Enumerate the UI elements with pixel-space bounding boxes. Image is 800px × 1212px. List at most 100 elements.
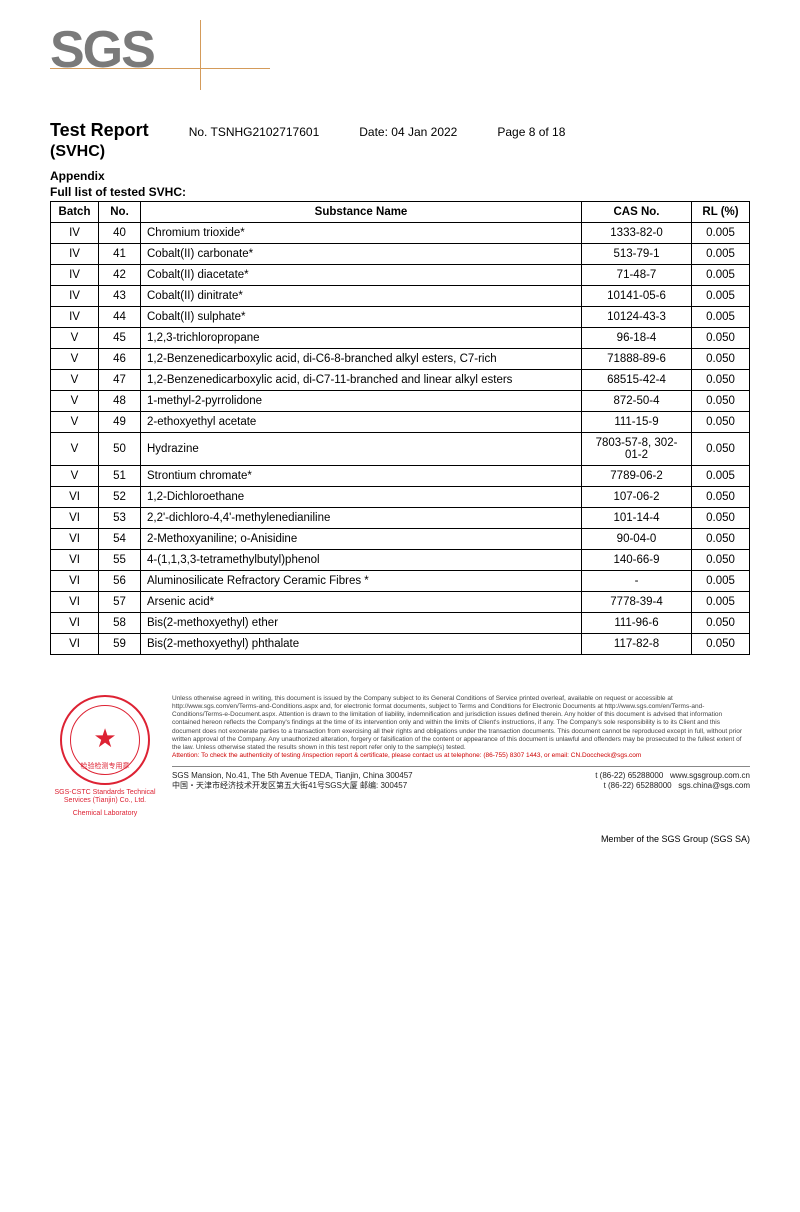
table-row: VI532,2'-dichloro-4,4'-methylenedianilin… xyxy=(51,508,750,529)
table-cell: 0.050 xyxy=(692,613,750,634)
table-cell: 1,2,3-trichloropropane xyxy=(141,328,582,349)
table-cell: 0.050 xyxy=(692,412,750,433)
table-cell: IV xyxy=(51,265,99,286)
table-row: IV40Chromium trioxide*1333-82-00.005 xyxy=(51,223,750,244)
appendix-label: Appendix xyxy=(50,169,750,183)
logo-text: SGS xyxy=(50,20,750,80)
table-cell: VI xyxy=(51,613,99,634)
table-cell: V xyxy=(51,328,99,349)
table-row: IV42Cobalt(II) diacetate*71-48-70.005 xyxy=(51,265,750,286)
table-cell: 44 xyxy=(99,307,141,328)
page-indicator: Page 8 of 18 xyxy=(497,125,565,139)
table-cell: IV xyxy=(51,223,99,244)
table-cell: 40 xyxy=(99,223,141,244)
table-cell: 68515-42-4 xyxy=(582,370,692,391)
table-cell: 0.050 xyxy=(692,508,750,529)
table-cell: 0.050 xyxy=(692,391,750,412)
table-cell: 1-methyl-2-pyrrolidone xyxy=(141,391,582,412)
table-cell: 872-50-4 xyxy=(582,391,692,412)
table-cell: VI xyxy=(51,592,99,613)
table-cell: 71888-89-6 xyxy=(582,349,692,370)
table-cell: 111-15-9 xyxy=(582,412,692,433)
address-cn: 中国・天津市经济技术开发区第五大街41号SGS大厦 邮编: 300457 xyxy=(172,781,413,791)
table-cell: 1,2-Benzenedicarboxylic acid, di-C6-8-br… xyxy=(141,349,582,370)
table-cell: 0.050 xyxy=(692,550,750,571)
col-no: No. xyxy=(99,202,141,223)
page-footer: ★ 检验检测专用章 SGS-CSTC Standards Technical S… xyxy=(0,695,800,828)
table-cell: 56 xyxy=(99,571,141,592)
table-cell: 0.005 xyxy=(692,244,750,265)
table-row: VI521,2-Dichloroethane107-06-20.050 xyxy=(51,487,750,508)
table-row: VI57Arsenic acid*7778-39-40.005 xyxy=(51,592,750,613)
table-cell: 43 xyxy=(99,286,141,307)
table-cell: VI xyxy=(51,529,99,550)
table-cell: 10124-43-3 xyxy=(582,307,692,328)
company-stamp: ★ 检验检测专用章 SGS-CSTC Standards Technical S… xyxy=(50,695,160,818)
table-cell: VI xyxy=(51,550,99,571)
table-cell: VI xyxy=(51,571,99,592)
table-cell: 2,2'-dichloro-4,4'-methylenedianiline xyxy=(141,508,582,529)
table-cell: Cobalt(II) diacetate* xyxy=(141,265,582,286)
table-cell: 0.005 xyxy=(692,307,750,328)
table-cell: 101-14-4 xyxy=(582,508,692,529)
table-row: IV41Cobalt(II) carbonate*513-79-10.005 xyxy=(51,244,750,265)
col-batch: Batch xyxy=(51,202,99,223)
table-cell: Cobalt(II) dinitrate* xyxy=(141,286,582,307)
table-cell: IV xyxy=(51,244,99,265)
table-cell: 140-66-9 xyxy=(582,550,692,571)
table-row: IV44Cobalt(II) sulphate*10124-43-30.005 xyxy=(51,307,750,328)
member-line: Member of the SGS Group (SGS SA) xyxy=(0,834,800,844)
table-cell: 0.050 xyxy=(692,634,750,655)
table-row: VI554-(1,1,3,3-tetramethylbutyl)phenol14… xyxy=(51,550,750,571)
table-cell: 54 xyxy=(99,529,141,550)
table-row: VI58Bis(2-methoxyethyl) ether111-96-60.0… xyxy=(51,613,750,634)
table-row: VI59Bis(2-methoxyethyl) phthalate117-82-… xyxy=(51,634,750,655)
table-cell: 107-06-2 xyxy=(582,487,692,508)
table-cell: 117-82-8 xyxy=(582,634,692,655)
table-row: VI56Aluminosilicate Refractory Ceramic F… xyxy=(51,571,750,592)
table-cell: 4-(1,1,3,3-tetramethylbutyl)phenol xyxy=(141,550,582,571)
table-cell: 90-04-0 xyxy=(582,529,692,550)
table-cell: 0.050 xyxy=(692,529,750,550)
col-substance: Substance Name xyxy=(141,202,582,223)
table-cell: 41 xyxy=(99,244,141,265)
svhc-table: Batch No. Substance Name CAS No. RL (%) … xyxy=(50,201,750,655)
sgs-logo: SGS xyxy=(50,20,750,100)
table-cell: V xyxy=(51,412,99,433)
table-cell: Cobalt(II) carbonate* xyxy=(141,244,582,265)
table-cell: 1,2-Dichloroethane xyxy=(141,487,582,508)
table-row: V50Hydrazine7803-57-8, 302-01-20.050 xyxy=(51,433,750,466)
table-cell: 55 xyxy=(99,550,141,571)
table-cell: 7803-57-8, 302-01-2 xyxy=(582,433,692,466)
table-cell: 48 xyxy=(99,391,141,412)
table-cell: V xyxy=(51,433,99,466)
tel1: t (86-22) 65288000 xyxy=(595,771,663,780)
tel2: t (86-22) 65288000 xyxy=(604,781,672,790)
table-cell: 0.005 xyxy=(692,286,750,307)
table-cell: 513-79-1 xyxy=(582,244,692,265)
table-cell: 2-ethoxyethyl acetate xyxy=(141,412,582,433)
table-cell: 53 xyxy=(99,508,141,529)
table-cell: 57 xyxy=(99,592,141,613)
table-row: V461,2-Benzenedicarboxylic acid, di-C6-8… xyxy=(51,349,750,370)
table-cell: V xyxy=(51,391,99,412)
table-cell: 45 xyxy=(99,328,141,349)
report-subtitle: (SVHC) xyxy=(50,143,750,161)
stamp-star-icon: ★ xyxy=(93,723,116,754)
table-cell: 50 xyxy=(99,433,141,466)
table-cell: 96-18-4 xyxy=(582,328,692,349)
table-cell: 47 xyxy=(99,370,141,391)
table-cell: V xyxy=(51,370,99,391)
table-cell: 0.005 xyxy=(692,592,750,613)
table-cell: 0.050 xyxy=(692,328,750,349)
col-rl: RL (%) xyxy=(692,202,750,223)
table-cell: Bis(2-methoxyethyl) ether xyxy=(141,613,582,634)
table-cell: 42 xyxy=(99,265,141,286)
table-cell: IV xyxy=(51,307,99,328)
table-cell: - xyxy=(582,571,692,592)
report-header: Test Report No. TSNHG2102717601 Date: 04… xyxy=(50,120,750,141)
table-row: V451,2,3-trichloropropane96-18-40.050 xyxy=(51,328,750,349)
table-row: V51Strontium chromate*7789-06-20.005 xyxy=(51,466,750,487)
table-cell: 7789-06-2 xyxy=(582,466,692,487)
table-cell: 71-48-7 xyxy=(582,265,692,286)
